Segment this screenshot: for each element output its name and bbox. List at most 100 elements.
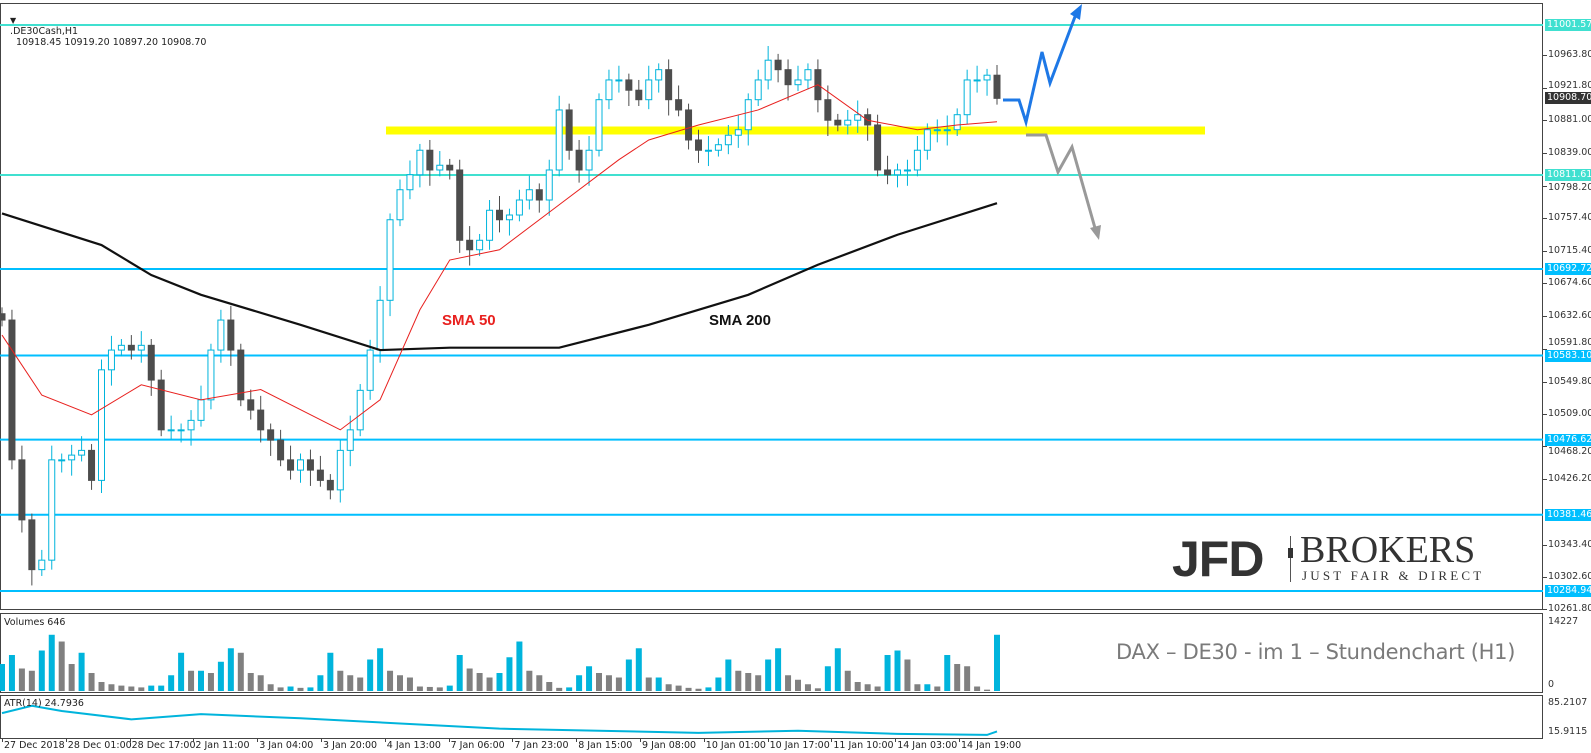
bullish-candle (68, 454, 76, 461)
volume-bar (994, 634, 1000, 691)
bullish-candle (197, 399, 205, 421)
time-tick (257, 738, 259, 742)
volume-bar (307, 687, 314, 691)
volume-bar (715, 677, 722, 691)
volume-bar (884, 655, 891, 691)
time-tick (2, 738, 3, 742)
volume-title: Volumes 646 (4, 617, 66, 628)
bearish-candle (147, 344, 155, 381)
time-tick-label: 3 Jan 20:00 (323, 740, 378, 751)
volume-bar (148, 685, 155, 691)
bullish-candle (107, 349, 115, 371)
atr-title: ATR(14) 24.7936 (4, 698, 84, 709)
bullish-candle (78, 449, 86, 456)
volume-bar (785, 675, 792, 691)
price-tick-label: 10674.60 (1548, 277, 1591, 289)
bullish-candle (38, 559, 46, 571)
time-tick-label: 28 Dec 01:00 (67, 740, 132, 751)
volume-bar (267, 684, 274, 691)
time-tick-label: 7 Jan 06:00 (450, 740, 505, 751)
volume-bar (576, 675, 583, 691)
bearish-candle (326, 479, 334, 491)
volume-bar (8, 655, 15, 691)
sma50-line (1, 84, 998, 431)
chart-caption: DAX – DE30 - im 1 – Stundenchart (H1) (1116, 640, 1516, 664)
volume-bar (38, 650, 45, 691)
bullish-candle (436, 164, 444, 171)
bearish-candle (0, 313, 6, 321)
bearish-candle (8, 319, 16, 461)
volume-panel[interactable] (0, 613, 1543, 693)
price-tick-label: 10549.80 (1548, 375, 1591, 387)
bearish-candle (665, 69, 673, 101)
bullish-candle (217, 319, 225, 351)
time-tick (129, 738, 131, 742)
bearish-candle (287, 459, 295, 471)
price-tick (1543, 348, 1547, 350)
volume-bar (247, 673, 254, 691)
bullish-candle (963, 79, 971, 116)
volume-bar (28, 670, 35, 691)
time-tick-label: 9 Jan 08:00 (642, 740, 697, 751)
bullish-candle (58, 459, 66, 462)
time-tick (703, 738, 705, 742)
volume-bar (934, 686, 941, 691)
volume-bar (207, 673, 214, 691)
bullish-candle (973, 79, 981, 82)
volume-bar (814, 688, 821, 691)
bullish-candle (615, 79, 623, 82)
price-tick (1543, 88, 1547, 89)
logo-tagline: JUST FAIR & DIRECT (1302, 568, 1485, 583)
sma200-line (1, 202, 998, 352)
volume-bar (98, 682, 105, 691)
volume-bar (914, 684, 921, 691)
time-tick-label: 2 Jan 11:00 (195, 740, 250, 751)
time-tick (576, 738, 578, 742)
volume-bar (436, 687, 443, 691)
level-price-tag: 10476.62 (1545, 433, 1591, 446)
volume-bar (546, 682, 553, 691)
volume-bar (357, 677, 364, 691)
bullish-candle (933, 129, 941, 132)
price-tick (1543, 251, 1547, 253)
volume-bar (755, 675, 762, 691)
bearish-candle (227, 319, 235, 351)
level-price-tag: 11001.57 (1545, 19, 1591, 31)
bullish-candle (724, 134, 732, 146)
price-tick-label: 10798.20 (1548, 181, 1591, 193)
bearish-candle (316, 469, 324, 481)
volume-bar (118, 685, 125, 691)
bullish-candle (336, 449, 344, 491)
volume-bar (466, 668, 473, 691)
bearish-candle (267, 429, 275, 441)
volume-bar (954, 664, 961, 691)
volume-bar (387, 670, 394, 691)
time-tick (384, 738, 386, 742)
atr-line (1, 704, 998, 736)
price-tick-label: 10468.20 (1548, 446, 1591, 458)
bullish-candle (894, 169, 901, 176)
bullish-candle (645, 79, 653, 101)
support-zone (386, 126, 1205, 135)
volume-bar (924, 684, 931, 691)
time-tick-label: 8 Jan 15:00 (578, 740, 633, 751)
triangle-down-icon[interactable]: ▼ (10, 16, 17, 25)
bullish-candle (913, 149, 921, 171)
bullish-candle (416, 149, 424, 176)
bearish-candle (695, 139, 702, 151)
bearish-candle (884, 169, 892, 176)
bearish-candle (635, 89, 643, 101)
bearish-candle (565, 109, 573, 151)
volume-bar (277, 687, 284, 691)
volume-bar (128, 686, 135, 691)
time-tick (831, 738, 833, 742)
time-tick (512, 738, 514, 742)
volume-bar (635, 648, 642, 691)
volume-bar (48, 634, 55, 691)
price-tick-label: 10426.20 (1548, 473, 1591, 485)
bearish-candle (466, 239, 474, 251)
bullish-candle (595, 99, 603, 151)
volume-bar (158, 685, 165, 691)
bearish-candle (446, 164, 454, 171)
price-tick (1543, 120, 1547, 122)
